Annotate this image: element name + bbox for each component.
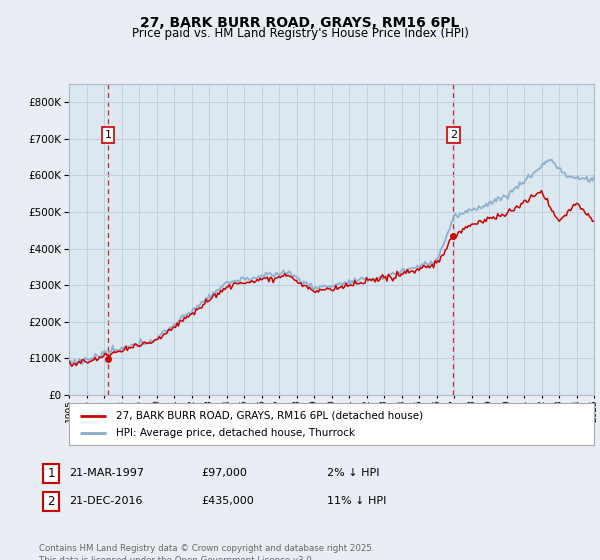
- Text: £435,000: £435,000: [201, 496, 254, 506]
- Text: 2: 2: [47, 494, 55, 508]
- Text: £97,000: £97,000: [201, 468, 247, 478]
- Text: 21-DEC-2016: 21-DEC-2016: [69, 496, 143, 506]
- Text: HPI: Average price, detached house, Thurrock: HPI: Average price, detached house, Thur…: [116, 428, 355, 438]
- Text: 1: 1: [47, 466, 55, 480]
- Text: 11% ↓ HPI: 11% ↓ HPI: [327, 496, 386, 506]
- Text: Contains HM Land Registry data © Crown copyright and database right 2025.
This d: Contains HM Land Registry data © Crown c…: [39, 544, 374, 560]
- Text: Price paid vs. HM Land Registry's House Price Index (HPI): Price paid vs. HM Land Registry's House …: [131, 27, 469, 40]
- Text: 2% ↓ HPI: 2% ↓ HPI: [327, 468, 380, 478]
- Text: 1: 1: [104, 130, 112, 140]
- Text: 27, BARK BURR ROAD, GRAYS, RM16 6PL (detached house): 27, BARK BURR ROAD, GRAYS, RM16 6PL (det…: [116, 411, 424, 421]
- Text: 21-MAR-1997: 21-MAR-1997: [69, 468, 144, 478]
- Text: 2: 2: [450, 130, 457, 140]
- Text: 27, BARK BURR ROAD, GRAYS, RM16 6PL: 27, BARK BURR ROAD, GRAYS, RM16 6PL: [140, 16, 460, 30]
